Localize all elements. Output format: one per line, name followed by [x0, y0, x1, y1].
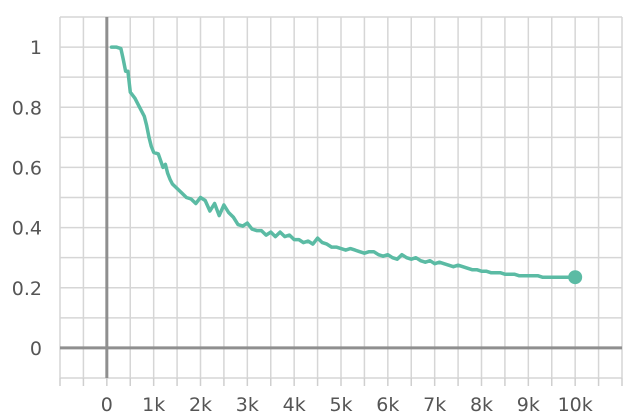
x-tick-label: 0	[101, 394, 113, 416]
series-line	[109, 45, 577, 279]
x-minor-ticks	[59, 378, 623, 386]
x-tick-label: 7k	[423, 394, 446, 416]
y-tick-label: 0.8	[12, 97, 42, 119]
x-tick-label: 10k	[558, 394, 593, 416]
y-tick-label: 0.6	[12, 157, 42, 179]
x-tick-label: 5k	[329, 394, 352, 416]
x-tick-label: 4k	[283, 394, 306, 416]
series-end-point	[568, 270, 583, 285]
y-tick-label: 0.4	[12, 218, 42, 240]
x-tick-label: 8k	[470, 394, 493, 416]
y-tick-label: 1	[30, 37, 42, 59]
x-tick-label: 9k	[517, 394, 540, 416]
x-tick-label: 1k	[142, 394, 165, 416]
x-tick-label: 6k	[376, 394, 399, 416]
y-tick-label: 0.2	[12, 278, 42, 300]
y-tick-label: 0	[30, 338, 42, 360]
x-tick-label: 3k	[236, 394, 259, 416]
x-tick-labels: 0 1k 2k 3k 4k 5k 6k 7k 8k 9k 10k	[101, 394, 593, 416]
x-tick-label: 2k	[189, 394, 212, 416]
series-layer	[109, 45, 583, 285]
y-tick-labels: 0 0.2 0.4 0.6 0.8 1	[12, 37, 42, 360]
